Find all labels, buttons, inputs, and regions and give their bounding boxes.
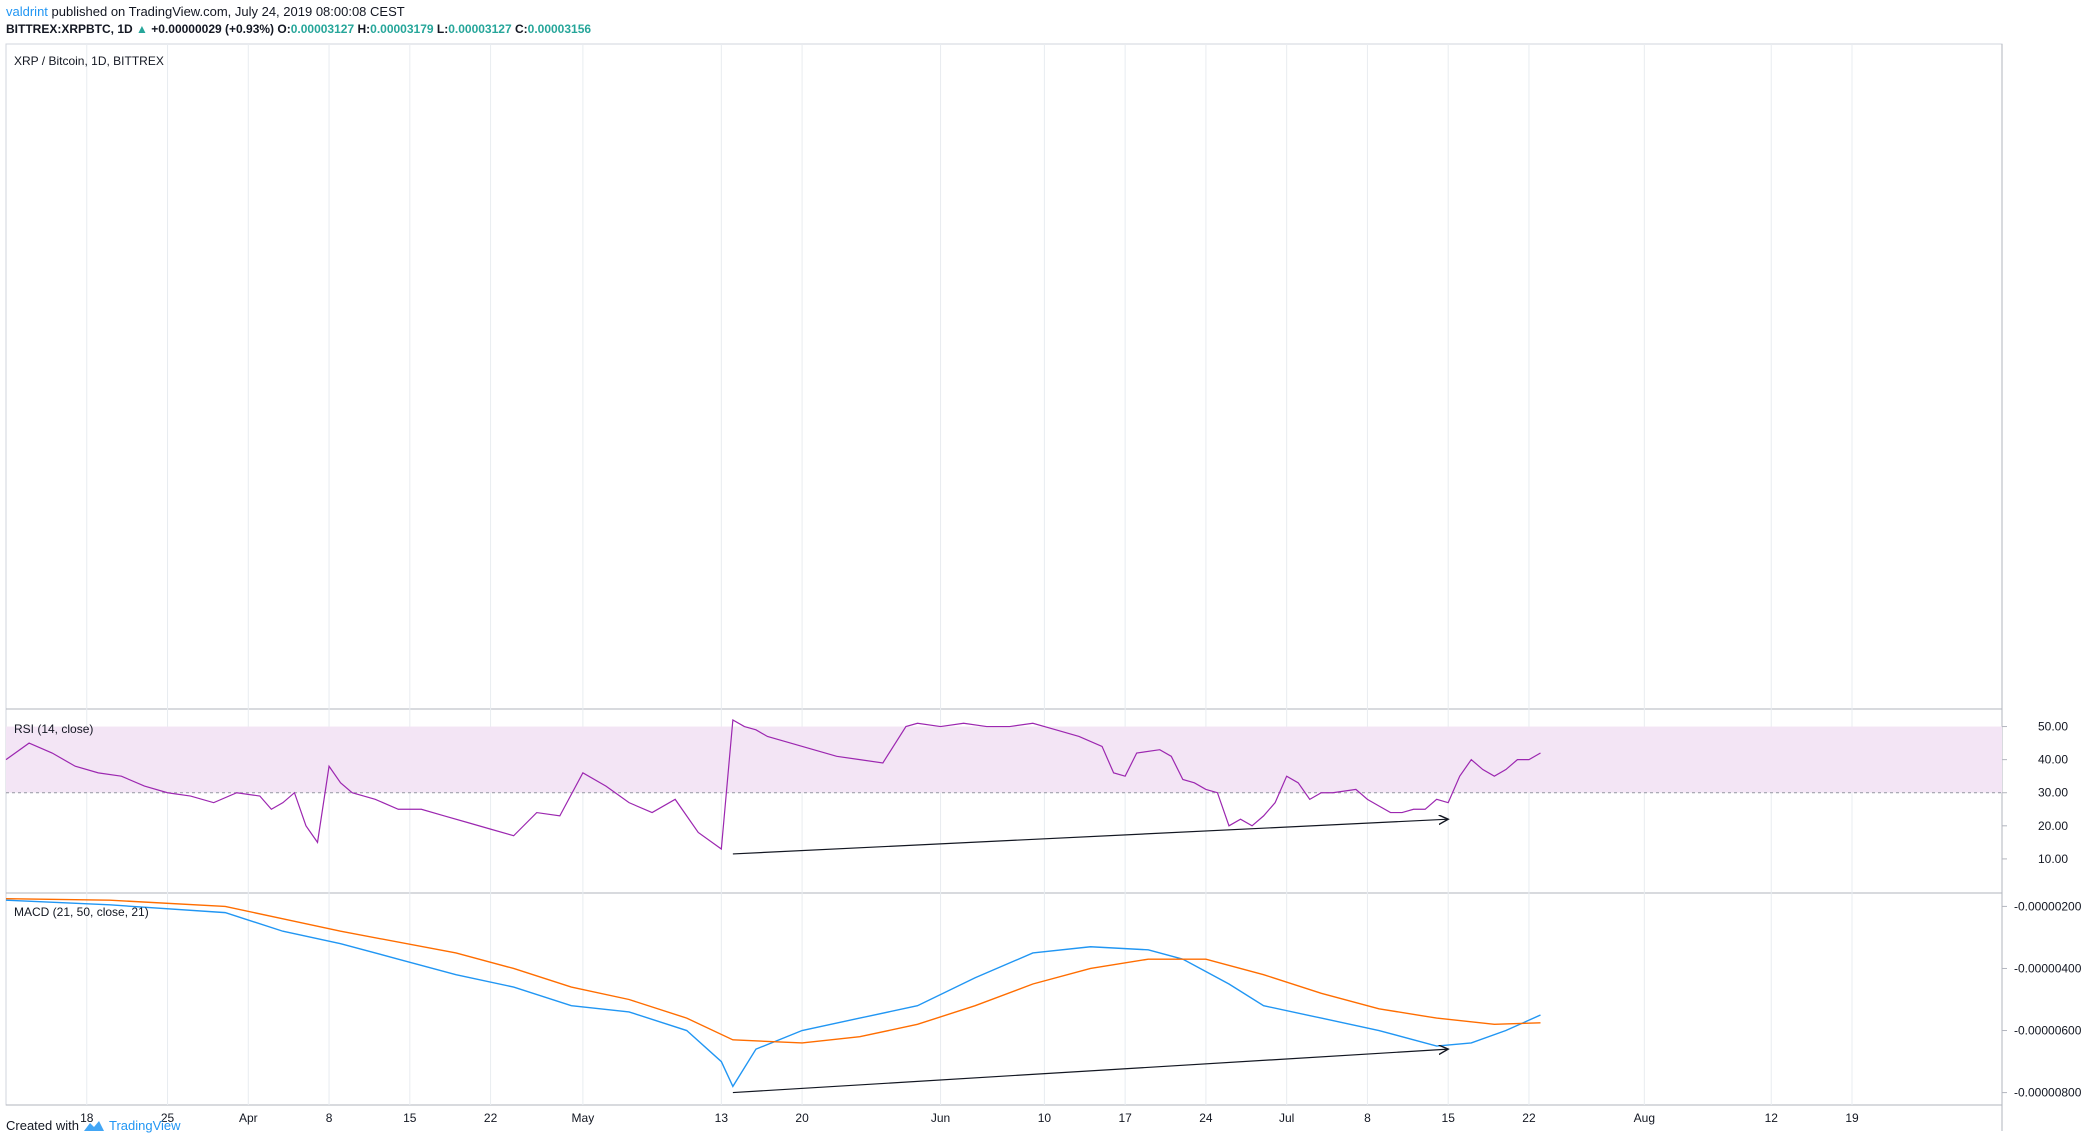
time-tick-label: 22: [1522, 1111, 1536, 1125]
time-tick-label: 12: [1765, 1111, 1779, 1125]
high-value: 0.00003179: [370, 22, 434, 36]
time-tick-label: 8: [326, 1111, 333, 1125]
time-tick-label: 22: [484, 1111, 498, 1125]
change-value: +0.00000029 (+0.93%): [151, 22, 275, 36]
time-tick-label: 8: [1364, 1111, 1371, 1125]
macd-line: [5, 899, 1541, 1088]
high-label: H:: [357, 22, 371, 36]
low-label: L:: [436, 22, 449, 36]
price-panel-title: XRP / Bitcoin, 1D, BITTREX: [14, 54, 164, 68]
publisher-username[interactable]: valdrint: [6, 4, 48, 19]
rsi-panel-title: RSI (14, close): [14, 722, 94, 736]
time-tick-label: 19: [1845, 1111, 1859, 1125]
open-value: 0.00003127: [290, 22, 355, 36]
rsi-tick-label: 50.00: [2038, 720, 2068, 734]
rsi-tick-label: 10.00: [2038, 852, 2068, 866]
rsi-line: [5, 718, 1541, 851]
close-label: C:: [514, 22, 528, 36]
macd-tick-label: -0.00000200: [2014, 899, 2082, 913]
time-tick-label: 20: [795, 1111, 809, 1125]
time-tick-label: 10: [1038, 1111, 1052, 1125]
footer: Created with TradingView: [6, 1118, 181, 1133]
change-up-icon: ▲: [136, 22, 148, 36]
tradingview-brand[interactable]: TradingView: [108, 1118, 181, 1133]
ohlc-header: BITTREX:XRPBTC, 1D ▲ +0.00000029 (+0.93%…: [6, 22, 591, 36]
time-tick-label: 17: [1118, 1111, 1132, 1125]
macd-trendline: [732, 1049, 1448, 1094]
tradingview-logo-icon: [83, 1120, 104, 1131]
created-with-text: Created with: [6, 1118, 79, 1133]
time-tick-label: 15: [403, 1111, 417, 1125]
rsi-band: [6, 726, 2002, 793]
time-tick-label: 18: [80, 1111, 94, 1125]
rsi-tick-label: 20.00: [2038, 819, 2068, 833]
time-tick-label: May: [572, 1111, 595, 1125]
publish-info: published on TradingView.com, July 24, 2…: [51, 4, 405, 19]
macd-tick-label: -0.00000400: [2014, 961, 2082, 975]
time-tick-label: Jun: [931, 1111, 950, 1125]
macd-tick-label: -0.00000600: [2014, 1024, 2082, 1038]
time-tick-label: 25: [161, 1111, 175, 1125]
close-value: 0.00003156: [527, 22, 592, 36]
rsi-tick-label: 30.00: [2038, 786, 2068, 800]
time-tick-label: 24: [1199, 1111, 1213, 1125]
macd-tick-label: -0.00000800: [2014, 1086, 2082, 1100]
macd-signal-line: [5, 897, 1541, 1044]
rsi-tick-label: 40.00: [2038, 753, 2068, 767]
symbol-label: BITTREX:XRPBTC, 1D: [6, 22, 133, 36]
time-tick-label: Apr: [239, 1111, 258, 1125]
time-tick-label: Jul: [1279, 1111, 1294, 1125]
time-tick-label: Aug: [1634, 1111, 1655, 1125]
rsi-trendline: [732, 819, 1448, 855]
time-tick-label: 13: [715, 1111, 729, 1125]
plot-frame: [5, 43, 2003, 1106]
macd-panel-title: MACD (21, 50, close, 21): [14, 905, 149, 919]
publish-header: valdrint published on TradingView.com, J…: [6, 4, 405, 19]
time-tick-label: 15: [1442, 1111, 1456, 1125]
low-value: 0.00003127: [448, 22, 512, 36]
open-label: O:: [277, 22, 291, 36]
